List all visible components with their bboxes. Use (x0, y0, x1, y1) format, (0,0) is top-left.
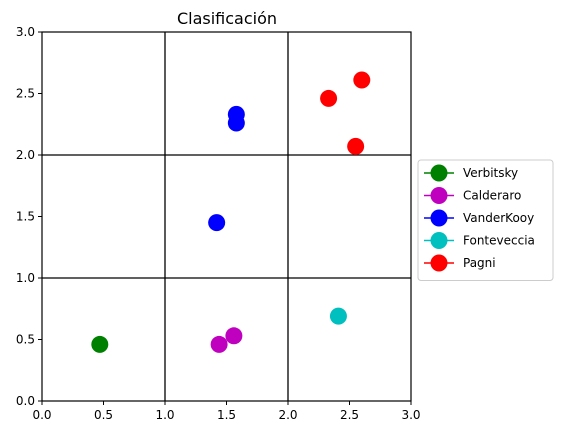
legend-label: Pagni (463, 256, 496, 270)
data-point (91, 335, 109, 353)
x-tick-label: 3.0 (401, 408, 420, 422)
y-tick-label: 2.5 (16, 87, 35, 101)
legend-marker (430, 164, 448, 182)
legend-label: VanderKooy (463, 211, 534, 225)
y-tick-label: 1.5 (16, 210, 35, 224)
grid-lines (42, 32, 411, 401)
x-tick-label: 2.5 (340, 408, 359, 422)
legend-marker (430, 187, 448, 204)
legend-marker (430, 232, 448, 249)
y-tick-label: 3.0 (16, 25, 35, 39)
data-point (347, 137, 365, 155)
data-point (320, 89, 338, 107)
chart-title: Clasificación (177, 9, 277, 28)
data-point (353, 71, 371, 89)
legend-marker (430, 209, 448, 227)
x-tick-label: 2.0 (278, 408, 297, 422)
data-point (210, 335, 228, 353)
data-point (329, 307, 347, 325)
legend-label: Verbitsky (463, 166, 518, 180)
legend-box (417, 159, 554, 281)
y-tick-label: 0.0 (16, 394, 35, 408)
x-tick-label: 1.0 (155, 408, 174, 422)
x-tick-label: 0.0 (32, 408, 51, 422)
data-points (91, 71, 371, 353)
x-tick-label: 1.5 (217, 408, 236, 422)
data-point (227, 114, 245, 132)
data-point (225, 327, 243, 345)
x-axis: 0.0 0.5 1.0 1.5 2.0 2.5 3.0 (32, 401, 421, 422)
legend-marker (430, 254, 448, 272)
y-axis: 0.0 0.5 1.0 1.5 2.0 2.5 3.0 (16, 25, 42, 408)
legend: Verbitsky Calderaro VanderKooy Fonteveccia P… (417, 159, 554, 281)
legend-label: Calderaro (463, 189, 521, 203)
y-tick-label: 1.0 (16, 271, 35, 285)
y-tick-label: 0.5 (16, 333, 35, 347)
x-tick-label: 0.5 (94, 408, 113, 422)
y-tick-label: 2.0 (16, 148, 35, 162)
data-point (208, 214, 226, 232)
legend-label: Fonteveccia (463, 234, 535, 248)
